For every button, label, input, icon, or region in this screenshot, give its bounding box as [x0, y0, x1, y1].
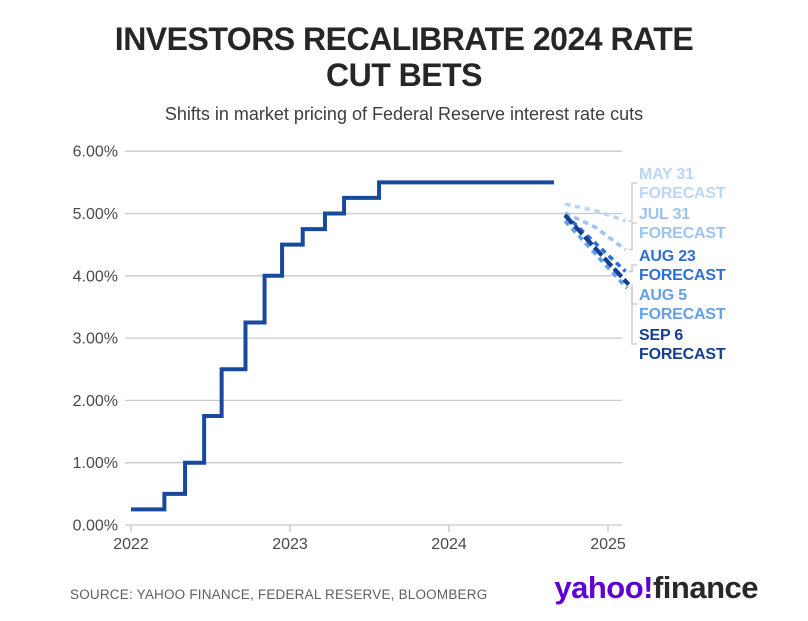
forecast-label-line: FORECAST — [639, 225, 726, 242]
footer: SOURCE: YAHOO FINANCE, FEDERAL RESERVE, … — [0, 565, 808, 621]
x-axis-tick-label: 2024 — [431, 536, 467, 553]
forecast-line-may-31-forecast — [564, 202, 627, 223]
y-axis-tick-label: 2.00% — [73, 393, 118, 410]
forecast-line-aug-23-forecast — [563, 213, 627, 273]
forecast-label-line: FORECAST — [639, 267, 726, 284]
forecast-label-line: MAY 31 — [639, 166, 694, 183]
label-connector — [630, 287, 637, 305]
forecast-label-line: JUL 31 — [639, 206, 690, 223]
forecast-label-sep-6-forecast: SEP 6 FORECAST — [639, 326, 726, 364]
chart-subtitle: Shifts in market pricing of Federal Rese… — [164, 103, 644, 124]
forecast-label-line: FORECAST — [639, 346, 726, 363]
y-axis-tick-label: 1.00% — [73, 455, 118, 472]
x-axis-tick-label: 2022 — [113, 536, 149, 553]
logo-finance-text: finance — [652, 570, 759, 605]
chart-title: INVESTORS RECALIBRATE 2024 RATE CUT BETS — [74, 21, 734, 94]
label-connector — [628, 182, 637, 222]
header: INVESTORS RECALIBRATE 2024 RATE CUT BETS… — [0, 21, 808, 125]
forecast-label-line: SEP 6 — [639, 327, 684, 344]
forecast-label-line: FORECAST — [639, 306, 726, 323]
y-axis-tick-label: 4.00% — [73, 268, 118, 285]
label-connector — [628, 222, 637, 251]
y-axis-tick-label: 0.00% — [73, 518, 118, 535]
label-connector — [628, 264, 637, 273]
source-text: SOURCE: YAHOO FINANCE, FEDERAL RESERVE, … — [70, 587, 488, 602]
forecast-label-aug-5-forecast: AUG 5 FORECAST — [639, 286, 726, 324]
forecast-line-jul-31-forecast — [564, 211, 627, 252]
label-connector — [631, 283, 637, 345]
forecast-line-aug-5-forecast — [563, 219, 629, 290]
forecast-label-line: FORECAST — [639, 185, 726, 202]
forecast-label-may-31-forecast: MAY 31 FORECAST — [639, 165, 726, 203]
forecast-label-jul-31-forecast: JUL 31 FORECAST — [639, 205, 726, 243]
forecast-line-sep-6-forecast — [563, 213, 631, 286]
y-axis-tick-label: 5.00% — [73, 206, 118, 223]
x-axis-tick-label: 2023 — [272, 536, 308, 553]
forecast-label-line: AUG 5 — [639, 287, 687, 304]
chart-title-line-1: INVESTORS RECALIBRATE 2024 RATE — [114, 21, 694, 57]
logo-yahoo-text: yahoo! — [554, 570, 653, 605]
forecast-label-aug-23-forecast: AUG 23 FORECAST — [639, 247, 726, 285]
historical-rate-line — [131, 180, 554, 512]
x-axis-tick-label: 2025 — [590, 536, 626, 553]
y-axis-tick-label: 6.00% — [73, 144, 118, 161]
chart-title-line-2: CUT BETS — [326, 56, 483, 93]
forecast-label-line: AUG 23 — [639, 248, 696, 265]
y-axis-tick-label: 3.00% — [73, 331, 118, 348]
yahoo-finance-logo: yahoo!finance — [554, 570, 758, 606]
